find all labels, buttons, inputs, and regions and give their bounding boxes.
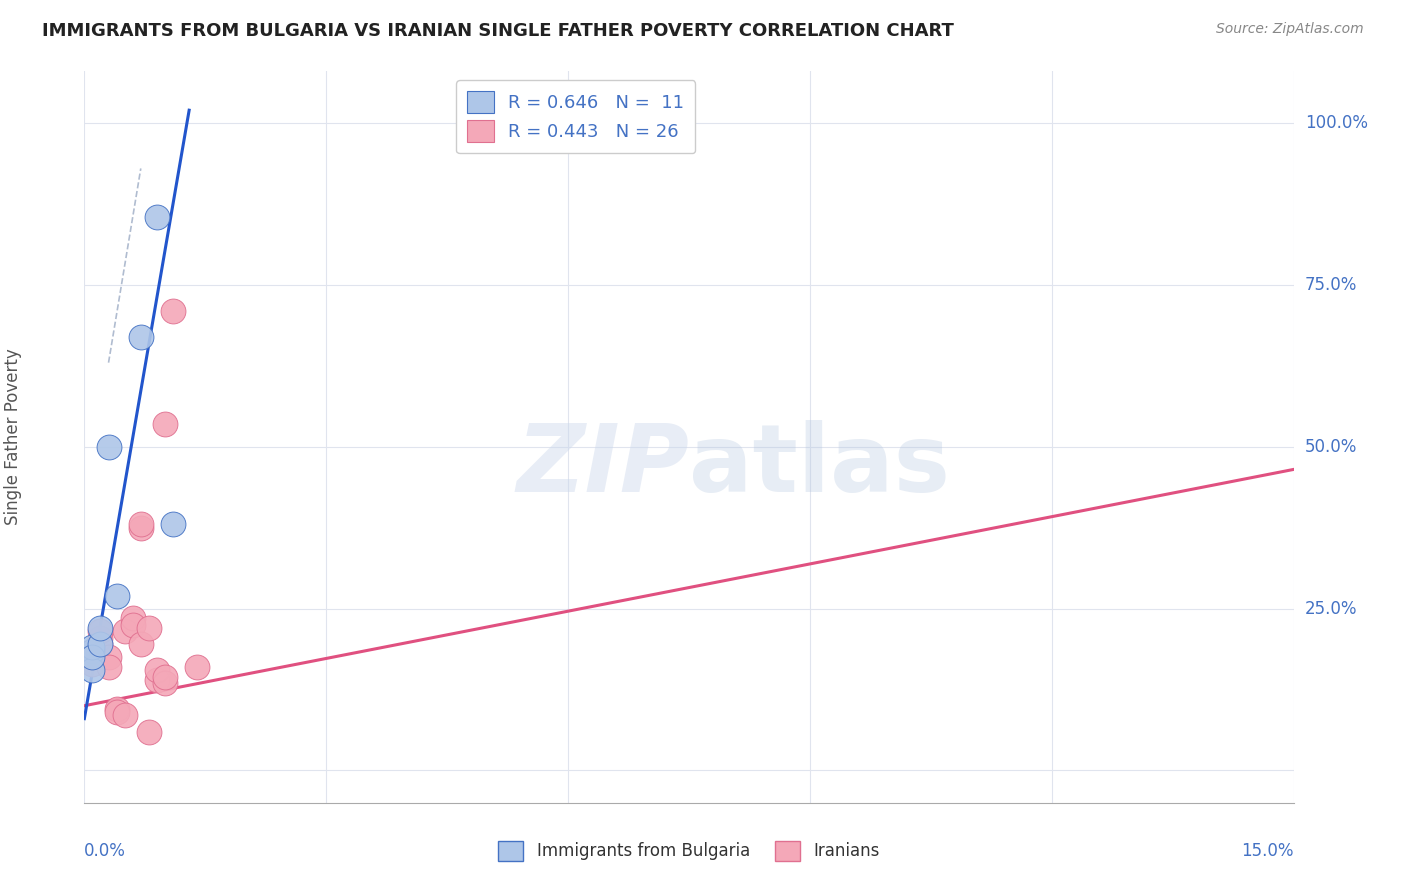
Text: 75.0%: 75.0% — [1305, 276, 1357, 294]
Text: IMMIGRANTS FROM BULGARIA VS IRANIAN SINGLE FATHER POVERTY CORRELATION CHART: IMMIGRANTS FROM BULGARIA VS IRANIAN SING… — [42, 22, 955, 40]
Point — [129, 517, 152, 532]
Legend: Immigrants from Bulgaria, Iranians: Immigrants from Bulgaria, Iranians — [492, 834, 886, 868]
Point — [89, 637, 111, 651]
Point — [162, 517, 184, 532]
Point — [89, 631, 111, 645]
Point — [186, 660, 208, 674]
Point — [138, 724, 160, 739]
Point — [82, 643, 104, 657]
Point — [82, 643, 104, 657]
Point — [82, 663, 104, 677]
Text: 25.0%: 25.0% — [1305, 599, 1357, 617]
Point — [82, 640, 104, 655]
Point — [153, 417, 176, 431]
Text: Source: ZipAtlas.com: Source: ZipAtlas.com — [1216, 22, 1364, 37]
Point — [121, 611, 143, 625]
Text: atlas: atlas — [689, 420, 950, 512]
Text: Single Father Poverty: Single Father Poverty — [4, 349, 22, 525]
Point — [89, 621, 111, 635]
Point — [121, 617, 143, 632]
Point — [89, 637, 111, 651]
Point — [97, 650, 120, 665]
Point — [153, 669, 176, 683]
Point — [146, 673, 169, 687]
Point — [129, 637, 152, 651]
Point — [82, 650, 104, 665]
Point — [97, 440, 120, 454]
Text: ZIP: ZIP — [516, 420, 689, 512]
Point — [138, 621, 160, 635]
Text: 15.0%: 15.0% — [1241, 842, 1294, 860]
Point — [153, 676, 176, 690]
Point — [105, 589, 128, 603]
Point — [114, 624, 136, 639]
Point — [129, 330, 152, 344]
Point — [97, 660, 120, 674]
Point — [105, 702, 128, 716]
Point — [82, 657, 104, 671]
Point — [162, 303, 184, 318]
Point — [146, 210, 169, 224]
Text: 0.0%: 0.0% — [84, 842, 127, 860]
Text: 50.0%: 50.0% — [1305, 438, 1357, 456]
Point — [105, 705, 128, 719]
Point — [89, 624, 111, 639]
Point — [129, 521, 152, 535]
Point — [114, 708, 136, 723]
Text: 100.0%: 100.0% — [1305, 114, 1368, 132]
Point — [146, 663, 169, 677]
Point — [82, 650, 104, 665]
